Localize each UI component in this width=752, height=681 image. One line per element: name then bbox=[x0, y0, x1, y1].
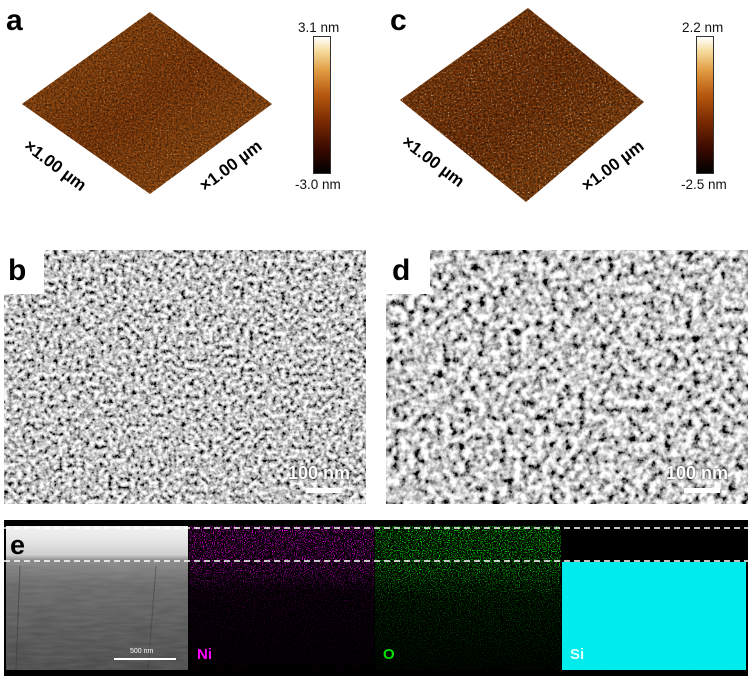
color-scale-bar-a bbox=[313, 36, 331, 174]
eds-map-ni: Ni bbox=[189, 526, 374, 670]
scalebar-label-b: 100 nm bbox=[288, 463, 351, 483]
panel-label-c: c bbox=[390, 4, 407, 37]
afm-surface-c bbox=[400, 8, 644, 202]
color-scale-max-a: 3.1 nm bbox=[298, 20, 340, 35]
panel-label-bg-d bbox=[386, 250, 430, 294]
cross-section-sem-e: 500 nm bbox=[6, 526, 188, 670]
panel-label-a: a bbox=[6, 4, 23, 37]
sem-image-d: 100 nm bbox=[386, 250, 748, 504]
afm-surface-a bbox=[22, 12, 272, 194]
color-scale-min-a: -3.0 nm bbox=[295, 177, 341, 192]
panel-label-b: b bbox=[8, 254, 27, 287]
eds-label-o: O bbox=[383, 646, 395, 663]
color-scale-bar-c bbox=[696, 36, 714, 174]
scalebar-label-e: 500 nm bbox=[130, 648, 154, 655]
scalebar-b bbox=[306, 488, 342, 493]
color-scale-max-c: 2.2 nm bbox=[682, 20, 724, 35]
scalebar-e bbox=[114, 658, 176, 660]
interface-dashed-lines-e bbox=[4, 527, 748, 562]
panel-label-bg-b bbox=[4, 250, 44, 294]
eds-map-o: O bbox=[375, 526, 561, 670]
eds-label-ni: Ni bbox=[197, 646, 212, 663]
scalebar-d bbox=[684, 488, 720, 493]
eds-map-si: Si bbox=[562, 526, 746, 670]
panel-label-d: d bbox=[392, 254, 411, 287]
panel-label-e: e bbox=[10, 530, 26, 560]
color-scale-min-c: -2.5 nm bbox=[681, 177, 727, 192]
eds-label-si: Si bbox=[570, 646, 585, 663]
scalebar-label-d: 100 nm bbox=[666, 463, 729, 483]
sem-image-b: 100 nm bbox=[4, 250, 366, 504]
